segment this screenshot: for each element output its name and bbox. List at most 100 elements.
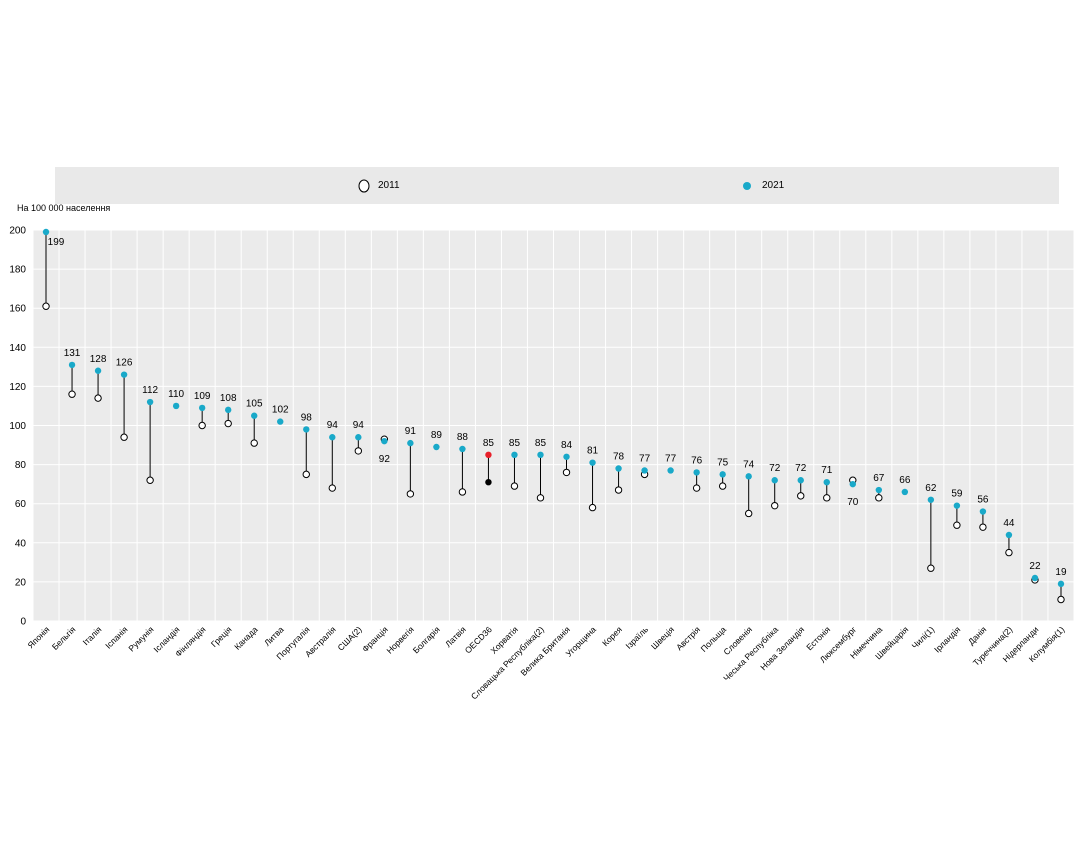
marker-2011 xyxy=(614,486,623,494)
value-label: 94 xyxy=(327,420,339,431)
marker-2021 xyxy=(146,398,154,406)
y-tick-label: 20 xyxy=(15,577,27,588)
marker-2011 xyxy=(718,482,727,490)
x-tick-label: Японія xyxy=(26,624,52,650)
marker-2011 xyxy=(354,447,363,455)
marker-2021 xyxy=(1031,574,1039,582)
value-label: 81 xyxy=(587,446,599,457)
marker-2021 xyxy=(303,426,310,433)
x-tick-label: США(2) xyxy=(335,624,363,652)
marker-2011 xyxy=(224,419,232,428)
value-label: 89 xyxy=(431,430,443,441)
value-label: 131 xyxy=(64,348,81,359)
marker-2011 xyxy=(927,564,935,572)
value-label: 85 xyxy=(509,438,521,449)
value-label: 70 xyxy=(847,497,859,508)
filled-circle-icon xyxy=(743,181,751,190)
marker-2021 xyxy=(563,453,570,460)
legend-label-2021: 2021 xyxy=(762,180,785,191)
value-label: 108 xyxy=(220,393,237,404)
marker-2011 xyxy=(120,433,128,441)
value-label: 77 xyxy=(665,453,677,464)
value-label: 75 xyxy=(717,457,729,468)
x-tick-label: Норвегія xyxy=(384,624,416,656)
value-label: 74 xyxy=(743,459,755,470)
x-tick-label: Ізраїль xyxy=(624,624,651,651)
marker-2011 xyxy=(146,476,154,484)
marker-2021 xyxy=(407,439,414,447)
marker-2011 xyxy=(458,488,467,496)
x-tick-label: Данія xyxy=(966,624,989,647)
value-label: 94 xyxy=(353,420,365,431)
marker-2021 xyxy=(719,471,726,478)
y-tick-label: 80 xyxy=(15,460,27,471)
value-label: 78 xyxy=(613,452,625,463)
y-tick-label: 180 xyxy=(9,265,26,276)
hollow-circle-icon xyxy=(358,179,370,192)
x-tick-label: Румунія xyxy=(126,624,155,653)
y-tick-label: 120 xyxy=(9,382,26,393)
value-label: 71 xyxy=(821,465,833,476)
marker-2021 xyxy=(42,228,50,236)
legend-item-2011: 2011 xyxy=(358,167,400,204)
y-tick-label: 100 xyxy=(9,421,26,432)
marker-2021 xyxy=(745,473,752,480)
value-label: 19 xyxy=(1055,567,1067,578)
marker-2011 xyxy=(562,468,571,477)
value-label: 128 xyxy=(90,354,107,365)
marker-2011 xyxy=(823,494,831,502)
value-label: 77 xyxy=(639,453,651,464)
marker-2011 xyxy=(328,484,336,492)
marker-2011 xyxy=(771,501,779,510)
marker-2011 xyxy=(953,521,961,529)
y-tick-label: 60 xyxy=(15,499,27,510)
marker-2021 xyxy=(224,406,232,414)
marker-2021 xyxy=(875,486,883,494)
marker-2021 xyxy=(355,434,362,441)
value-label: 76 xyxy=(691,455,703,466)
y-tick-label: 0 xyxy=(20,617,26,628)
marker-2011 xyxy=(797,492,805,500)
value-labels: 199 131 128 126 112 110 109 108 105 102 98 94 94 92 91… xyxy=(48,237,1067,578)
value-label: 59 xyxy=(951,489,963,500)
marker-2021 xyxy=(953,502,961,509)
value-label: 84 xyxy=(561,440,573,451)
marker-2011 xyxy=(68,390,76,398)
marker-2021 xyxy=(537,451,544,459)
marker-2011 xyxy=(875,494,883,502)
value-label: 199 xyxy=(48,237,65,248)
value-label: 91 xyxy=(405,426,417,437)
marker-2021 xyxy=(667,467,674,474)
y-tick-label: 160 xyxy=(9,304,26,315)
x-tick-label: Болгарія xyxy=(411,624,442,655)
value-label: 98 xyxy=(301,412,313,423)
marker-2021 xyxy=(641,467,648,474)
gridlines xyxy=(32,229,1075,622)
value-label: 88 xyxy=(457,432,469,443)
value-label: 66 xyxy=(899,475,911,486)
x-tick-label: Австрія xyxy=(674,624,702,652)
marker-2021 xyxy=(120,371,128,378)
value-label: 92 xyxy=(379,454,391,465)
marker-2011 xyxy=(406,490,415,498)
marker-2011 xyxy=(485,478,492,486)
marker-2021 xyxy=(927,496,935,503)
legend-label-2011: 2011 xyxy=(378,180,400,191)
y-tick-label: 140 xyxy=(9,343,26,354)
value-label: 110 xyxy=(168,389,184,400)
marker-2021 xyxy=(693,469,700,476)
marker-2021 xyxy=(511,451,518,459)
marker-2021 xyxy=(849,480,856,488)
marker-2011 xyxy=(250,439,258,447)
marker-2021 xyxy=(198,404,206,412)
value-label: 72 xyxy=(769,463,781,474)
marker-2021 xyxy=(485,451,492,459)
x-tick-label: Італія xyxy=(81,624,104,647)
marker-2011 xyxy=(302,470,310,479)
value-label: 44 xyxy=(1003,518,1015,529)
value-label: 112 xyxy=(142,385,158,396)
y-axis: 0 20 40 60 80 100 120 140 160 180 200 xyxy=(9,226,26,628)
marker-2021 xyxy=(459,445,466,453)
marker-2011 xyxy=(94,394,102,402)
